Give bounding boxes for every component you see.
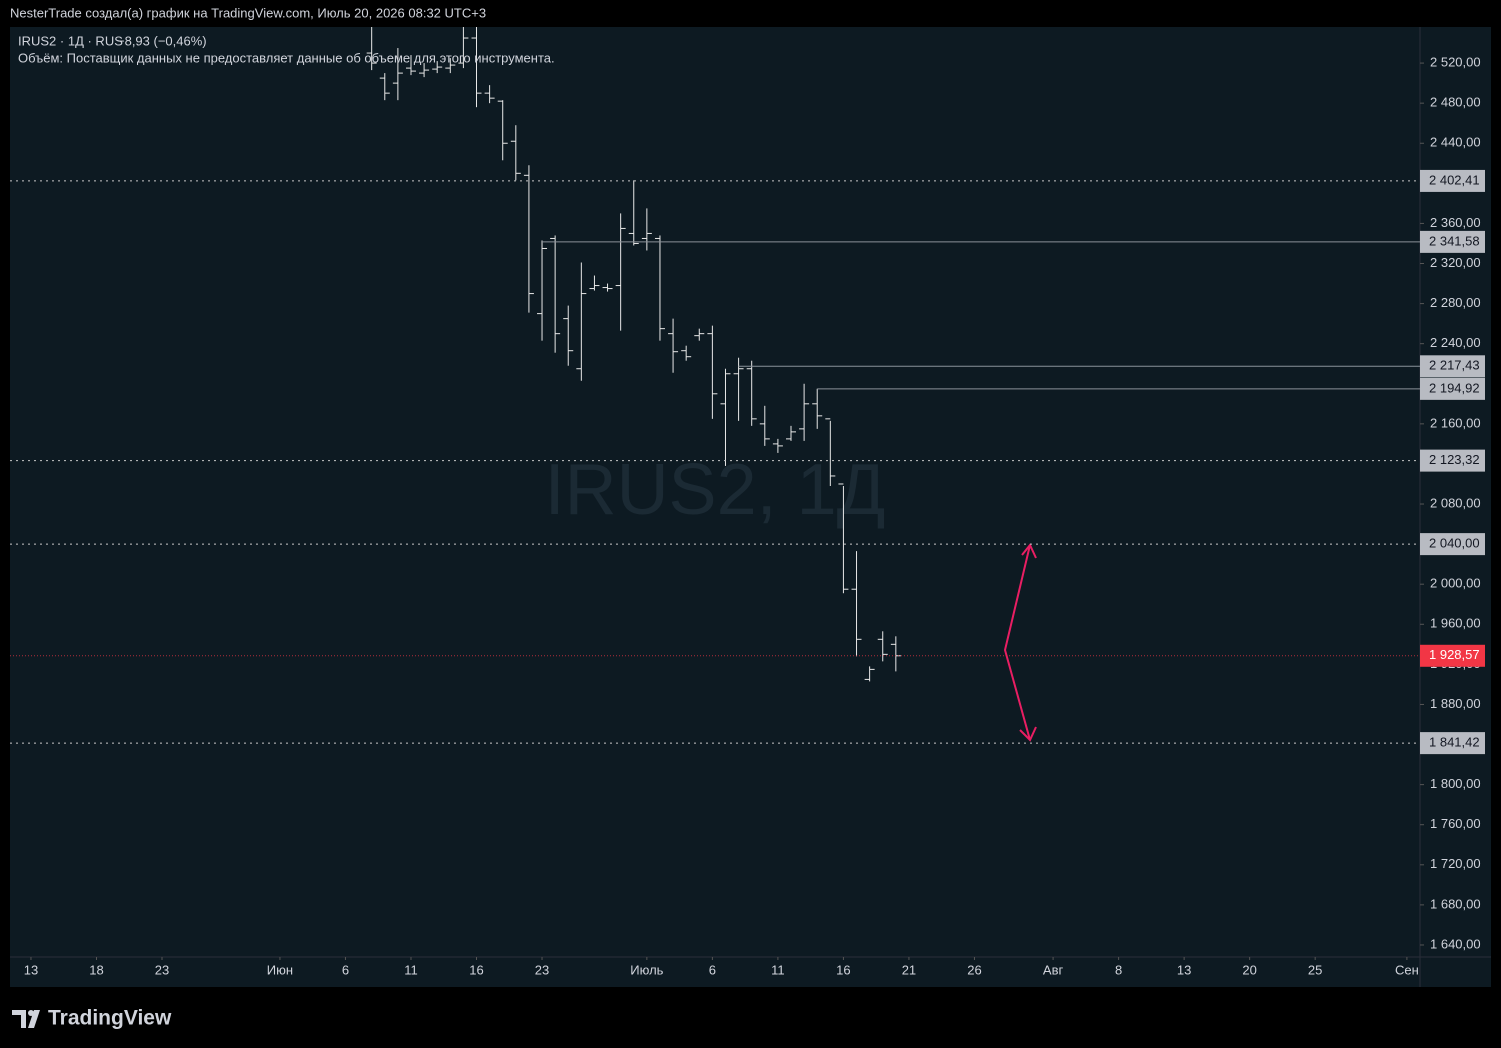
plot xyxy=(366,27,901,682)
level-label-box xyxy=(1420,533,1485,556)
y-tick-label: 2 280,00 xyxy=(1430,295,1481,310)
level-label: 2 040,00 xyxy=(1429,536,1480,551)
x-tick-label: 8 xyxy=(1115,962,1122,977)
level-label-box xyxy=(1420,377,1485,400)
level-label: 2 217,43 xyxy=(1429,358,1480,373)
x-tick-label: 16 xyxy=(469,962,483,977)
level-label: 1 841,42 xyxy=(1429,735,1480,750)
level-label: 2 194,92 xyxy=(1429,380,1480,395)
level-label: 2 402,41 xyxy=(1429,172,1480,187)
level-label-box xyxy=(1420,449,1485,472)
y-tick-label: 2 480,00 xyxy=(1430,95,1481,110)
x-tick-label: Июль xyxy=(630,962,663,977)
y-tick-label: 2 080,00 xyxy=(1430,495,1481,510)
level-label-box xyxy=(1420,355,1485,378)
y-tick-label: 1 760,00 xyxy=(1430,816,1481,831)
credit: NesterTrade создал(а) график на TradingV… xyxy=(10,5,486,20)
last-price-label: 1 928,57 xyxy=(1429,647,1480,662)
x-tick-label: 20 xyxy=(1242,962,1256,977)
x-tick-label: 11 xyxy=(771,962,785,977)
level-label: 2 123,32 xyxy=(1429,452,1480,467)
y-tick-label: 2 440,00 xyxy=(1430,135,1481,150)
x-tick-label: 11 xyxy=(404,962,418,977)
x-tick-label: 23 xyxy=(155,962,169,977)
x-tick-label: 16 xyxy=(836,962,850,977)
x-tick-label: 6 xyxy=(709,962,716,977)
y-tick-label: 2 320,00 xyxy=(1430,255,1481,270)
chart-area xyxy=(10,27,1491,987)
level-label-box xyxy=(1420,169,1485,192)
x-tick-label: Июн xyxy=(267,962,293,977)
x-tick-label: 23 xyxy=(535,962,549,977)
x-tick-label: 21 xyxy=(902,962,916,977)
symbol: IRUS2 · 1Д · RUS xyxy=(18,33,123,48)
y-tick-label: 2 160,00 xyxy=(1430,415,1481,430)
y-tick-label: 1 680,00 xyxy=(1430,896,1481,911)
x-tick-label: 13 xyxy=(24,962,38,977)
logo-text: TradingView xyxy=(48,1007,172,1030)
drawing-arrow xyxy=(1003,543,1037,742)
y-tick-label: 2 240,00 xyxy=(1430,335,1481,350)
y-tick-label: 1 880,00 xyxy=(1430,696,1481,711)
x-tick-label: 13 xyxy=(1177,962,1191,977)
level-label-box xyxy=(1420,732,1485,755)
y-tick-label: 1 800,00 xyxy=(1430,776,1481,791)
volume-note: Объём: Поставщик данных не предоставляет… xyxy=(18,50,555,65)
logo: TradingView xyxy=(12,1007,172,1030)
x-tick-label: 26 xyxy=(967,962,981,977)
watermark: IRUS2, 1Д xyxy=(545,450,886,530)
last-price-box xyxy=(1420,644,1485,667)
y-tick-label: 2 000,00 xyxy=(1430,576,1481,591)
y-tick-label: 1 720,00 xyxy=(1430,856,1481,871)
x-tick-label: 25 xyxy=(1308,962,1322,977)
y-tick-label: 2 360,00 xyxy=(1430,215,1481,230)
y-tick-label: 1 640,00 xyxy=(1430,936,1481,951)
level-label: 2 341,58 xyxy=(1429,233,1480,248)
x-tick-label: 6 xyxy=(342,962,349,977)
y-tick-label: 2 520,00 xyxy=(1430,55,1481,70)
y-tick-label: 1 960,00 xyxy=(1430,616,1481,631)
x-tick-label: Авг xyxy=(1043,962,1064,977)
change: −8,93 (−0,46%) xyxy=(117,33,207,48)
x-tick-label: 18 xyxy=(89,962,103,977)
x-tick-label: Сен xyxy=(1395,962,1419,977)
level-label-box xyxy=(1420,230,1485,253)
